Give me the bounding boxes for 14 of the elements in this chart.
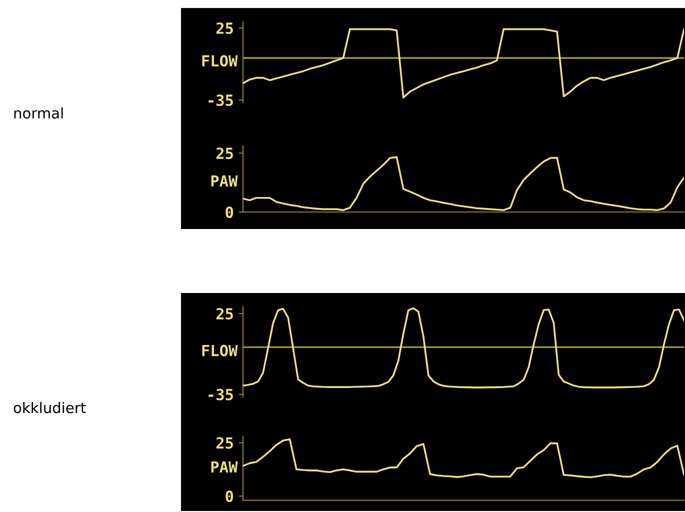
- y-tick-label: -35: [208, 94, 233, 106]
- y-tick-label: 25: [216, 437, 233, 449]
- y-axis-title: PAW: [211, 461, 238, 473]
- y-tick-label: 25: [216, 148, 233, 160]
- text: okkludiert: [14, 402, 86, 414]
- y-axis-title: FLOW: [202, 55, 238, 67]
- y-tick-label: 25: [216, 308, 233, 320]
- y-axis-title: FLOW: [202, 344, 238, 356]
- y-tick-label: 25: [216, 22, 233, 34]
- y-tick-label: 0: [226, 490, 234, 502]
- y-tick-label: 0: [226, 206, 234, 218]
- text: normal: [14, 107, 63, 119]
- y-axis-title: PAW: [211, 175, 238, 187]
- y-tick-label: -35: [208, 388, 233, 400]
